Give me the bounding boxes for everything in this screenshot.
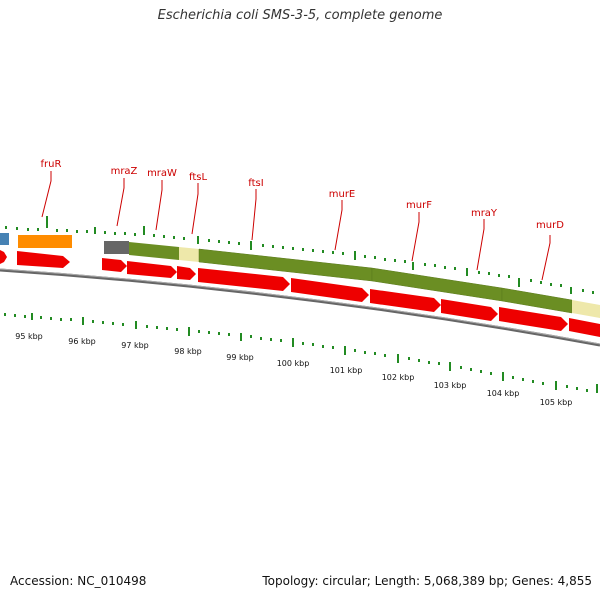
gene-label-lines	[41, 171, 551, 281]
scale-label: 95 kbp	[15, 332, 43, 341]
cds-arrow	[198, 268, 290, 291]
gene-label-mraW: mraW	[147, 168, 177, 179]
scale-label: 104 kbp	[487, 389, 520, 398]
cds-arrow	[499, 307, 568, 331]
feature-orange	[18, 235, 72, 248]
cds-arrow	[291, 278, 369, 302]
feature-yellow-ftsL	[179, 247, 199, 262]
genome-stats-label: Topology: circular; Length: 5,068,389 bp…	[262, 574, 592, 588]
cds-arrow	[441, 299, 498, 321]
scale-label: 98 kbp	[174, 347, 202, 356]
cds-arrow	[17, 251, 70, 268]
map-title: Escherichia coli SMS-3-5, complete genom…	[157, 8, 443, 23]
genome-backbone	[0, 268, 600, 347]
upper-tick-row	[5, 216, 594, 294]
feature-olive-mraW	[129, 242, 179, 260]
accession-label: Accession: NC_010498	[10, 574, 147, 588]
gene-label-ftsL: ftsL	[189, 172, 207, 183]
scale-label: 102 kbp	[382, 373, 415, 382]
cds-arrow	[127, 261, 177, 278]
gene-label-mraY: mraY	[471, 208, 498, 219]
gene-label-mraZ: mraZ	[111, 166, 138, 177]
gene-label-murE: murE	[329, 189, 356, 200]
scale-label: 100 kbp	[277, 359, 310, 368]
cds-arrow	[102, 258, 127, 272]
gene-label-murD: murD	[536, 220, 564, 231]
scale-label: 99 kbp	[226, 353, 254, 362]
scale-label: 97 kbp	[121, 341, 149, 350]
feature-blue	[0, 233, 9, 245]
scale-ticks	[4, 313, 598, 393]
scale-label: 105 kbp	[540, 398, 573, 407]
cds-arrow	[569, 318, 600, 337]
scale-label: 103 kbp	[434, 381, 467, 390]
gene-label-fruR: fruR	[41, 159, 62, 170]
feature-yellow-mraY	[572, 300, 600, 318]
gene-label-murF: murF	[406, 200, 432, 211]
cds-arrows	[0, 250, 600, 337]
scale-label: 96 kbp	[68, 337, 96, 346]
cds-arrow	[177, 266, 196, 280]
cds-arrow	[0, 250, 7, 264]
gene-label-ftsI: ftsI	[248, 178, 263, 189]
cds-arrow	[370, 289, 441, 312]
feature-track	[0, 233, 600, 318]
feature-gray	[104, 241, 129, 254]
scale-label: 101 kbp	[330, 366, 363, 375]
